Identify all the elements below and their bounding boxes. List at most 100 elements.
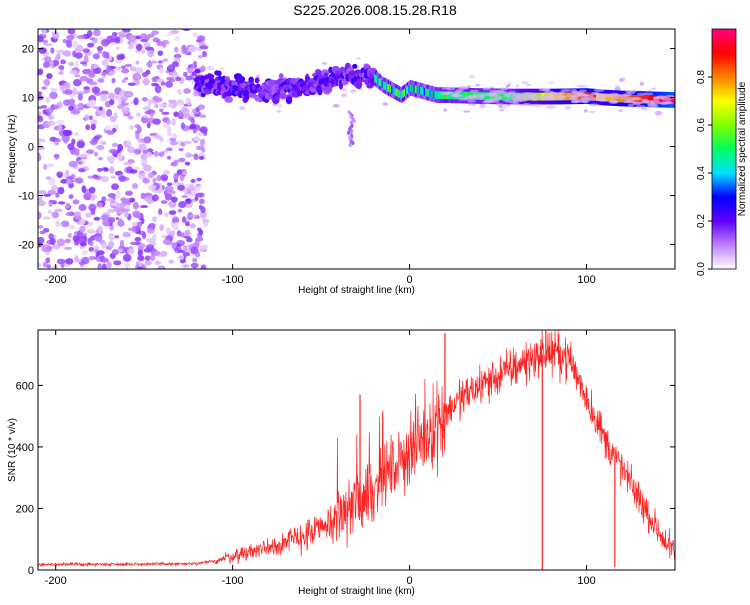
noise-speck [54, 208, 63, 213]
band-core [434, 90, 437, 99]
x-tick-label: -200 [45, 274, 67, 286]
band-haze [545, 105, 557, 109]
band-haze [570, 88, 578, 92]
noise-speck [97, 50, 103, 54]
colorbar-tick-label: 0.0 [696, 262, 707, 276]
noise-speck [202, 50, 207, 58]
noise-speck [168, 210, 177, 215]
noise-speck [113, 235, 120, 239]
noise-speck [96, 202, 103, 208]
noise-speck [137, 243, 146, 249]
noise-speck [88, 81, 98, 86]
band-haze [591, 91, 599, 95]
noise-speck [111, 183, 119, 191]
noise-speck [173, 111, 179, 118]
noise-speck [49, 237, 56, 246]
noise-speck [68, 224, 76, 230]
noise-speck [101, 71, 107, 76]
noise-speck [169, 230, 176, 237]
noise-speck [148, 222, 156, 229]
noise-speck [190, 262, 199, 269]
noise-speck [129, 125, 134, 130]
band-core [376, 75, 378, 84]
y-tick-label: 600 [16, 380, 34, 392]
band-haze [512, 102, 520, 106]
noise-speck [84, 68, 93, 73]
noise-speck [89, 99, 97, 106]
noise-speck [38, 200, 46, 207]
band-core [553, 92, 556, 101]
band-haze [587, 98, 597, 102]
noise-speck [152, 177, 157, 184]
noise-speck [109, 42, 117, 46]
noise-speck [139, 33, 148, 41]
noise-speck [60, 59, 66, 65]
y-tick-label: -10 [18, 191, 34, 203]
noise-speck [101, 59, 109, 67]
noise-speck [117, 218, 123, 225]
noise-speck [74, 61, 79, 69]
noise-speck [159, 137, 164, 142]
noise-speck [199, 211, 207, 219]
noise-speck [178, 200, 187, 209]
noise-speck [68, 160, 78, 168]
x-axis-label: Height of straight line (km) [298, 285, 415, 296]
noise-speck [120, 197, 126, 202]
band-core [610, 94, 613, 102]
noise-speck [176, 100, 185, 106]
noise-speck [94, 234, 103, 242]
band-core [396, 88, 399, 97]
band-core [400, 91, 403, 100]
noise-speck [89, 139, 98, 145]
noise-speck [180, 122, 186, 130]
noise-speck [109, 166, 115, 174]
noise-speck [199, 245, 207, 252]
noise-speck [73, 211, 81, 220]
noise-speck [200, 264, 207, 269]
noise-speck [128, 34, 136, 43]
noise-speck [198, 198, 205, 205]
snr-series-line [38, 330, 675, 568]
noise-speck [138, 143, 147, 152]
band-core [446, 91, 448, 100]
noise-speck [146, 227, 155, 234]
noise-speck [74, 148, 80, 157]
noise-speck [121, 102, 130, 106]
noise-speck [181, 106, 187, 114]
noise-speck [159, 108, 164, 113]
faint-speck [239, 105, 246, 111]
noise-speck [106, 261, 112, 269]
band-core [428, 89, 430, 97]
noise-speck [78, 153, 88, 158]
noise-speck [106, 108, 113, 117]
noise-speck [159, 224, 164, 232]
noise-speck [171, 216, 180, 224]
noise-speck [195, 106, 200, 112]
band-core [429, 89, 432, 98]
noise-speck [92, 105, 100, 110]
x-tick-label: 100 [577, 274, 595, 286]
faint-speck [342, 88, 348, 92]
noise-speck [51, 184, 59, 191]
band-haze [631, 101, 644, 105]
noise-speck [135, 132, 140, 140]
noise-speck [152, 118, 161, 125]
noise-speck [51, 211, 60, 219]
band-core [441, 91, 443, 100]
noise-speck [96, 250, 105, 256]
noise-speck [119, 90, 128, 98]
noise-speck [122, 29, 131, 33]
noise-speck [66, 176, 74, 180]
y-tick-label: 0 [28, 142, 34, 154]
noise-speck [140, 217, 145, 225]
band-haze [507, 91, 516, 95]
noise-speck [85, 149, 95, 155]
noise-speck [100, 113, 109, 118]
noise-speck [175, 76, 182, 82]
noise-speck [158, 151, 165, 157]
spectrogram-marks [38, 29, 675, 269]
band-core [383, 81, 386, 90]
noise-speck [64, 89, 73, 95]
band-haze [636, 92, 646, 96]
band-core [401, 90, 404, 99]
